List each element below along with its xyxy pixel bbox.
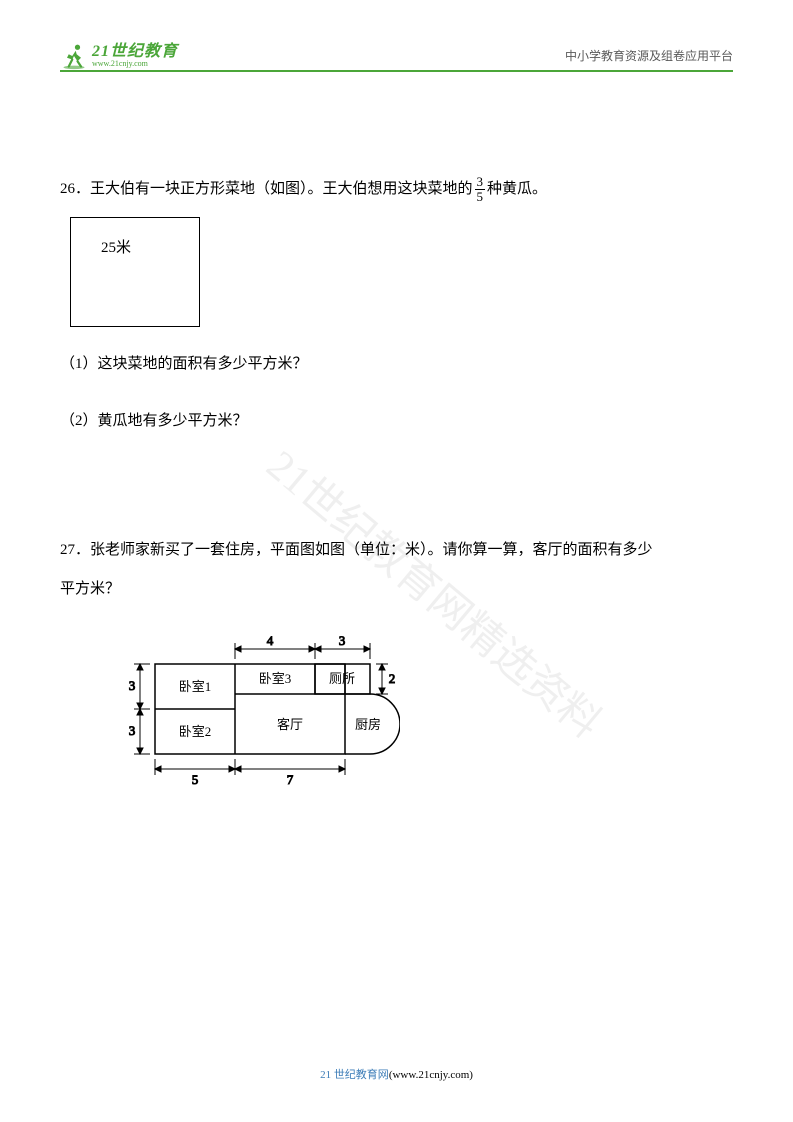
logo-sub-text: www.21cnjy.com	[92, 60, 178, 68]
floor-plan: 4 3 3	[120, 629, 400, 809]
q26-text1: 王大伯有一块正方形菜地（如图）。王大伯想用这块菜地的	[90, 181, 473, 197]
q26-number: 26．	[60, 181, 90, 197]
dim-top-3: 3	[339, 633, 346, 648]
problem-26-text: 26．王大伯有一块正方形菜地（如图）。王大伯想用这块菜地的35种黄瓜。	[60, 170, 733, 209]
q26-sub1: （1）这块菜地的面积有多少平方米？	[60, 345, 733, 384]
q26-fraction: 35	[475, 175, 486, 205]
runner-icon	[60, 42, 88, 70]
q26-text2: 种黄瓜。	[487, 181, 547, 197]
square-label: 25米	[101, 236, 131, 257]
fraction-den: 5	[475, 190, 486, 204]
q27-line1: 张老师家新买了一套住房，平面图如图（单位：米）。请你算一算，客厅的面积有多少	[90, 542, 653, 558]
label-bedroom3: 卧室3	[259, 671, 292, 686]
dim-bottom-7: 7	[287, 772, 294, 787]
q26-sub2: （2）黄瓜地有多少平方米？	[60, 402, 733, 441]
dim-right-2: 2	[389, 671, 396, 686]
footer-black: (www.21cnjy.com)	[389, 1069, 473, 1081]
page-content: 26．王大伯有一块正方形菜地（如图）。王大伯想用这块菜地的35种黄瓜。 25米 …	[60, 170, 733, 839]
problem-26: 26．王大伯有一块正方形菜地（如图）。王大伯想用这块菜地的35种黄瓜。 25米 …	[60, 170, 733, 441]
label-bedroom1: 卧室1	[179, 679, 212, 694]
header-tagline: 中小学教育资源及组卷应用平台	[565, 47, 733, 70]
logo: 21世纪教育 www.21cnjy.com	[60, 42, 178, 70]
dim-bottom-5: 5	[192, 772, 199, 787]
label-bedroom2: 卧室2	[179, 724, 212, 739]
problem-27: 27．张老师家新买了一套住房，平面图如图（单位：米）。请你算一算，客厅的面积有多…	[60, 531, 733, 809]
label-toilet: 厕所	[329, 671, 355, 686]
fraction-num: 3	[475, 175, 486, 190]
dim-left-top: 3	[129, 678, 136, 693]
page-header: 21世纪教育 www.21cnjy.com 中小学教育资源及组卷应用平台	[60, 38, 733, 72]
footer-blue: 21 世纪教育网	[320, 1069, 389, 1081]
square-diagram: 25米	[70, 217, 200, 327]
q27-line2: 平方米？	[60, 570, 733, 609]
dim-left-bottom: 3	[129, 723, 136, 738]
problem-27-text: 27．张老师家新买了一套住房，平面图如图（单位：米）。请你算一算，客厅的面积有多…	[60, 531, 733, 570]
page-footer: 21 世纪教育网(www.21cnjy.com)	[0, 1066, 793, 1082]
logo-text-block: 21世纪教育 www.21cnjy.com	[92, 44, 178, 68]
label-living: 客厅	[277, 717, 303, 732]
logo-main-text: 21世纪教育	[92, 44, 178, 60]
label-kitchen: 厨房	[355, 717, 381, 732]
dim-top-4: 4	[267, 633, 274, 648]
q27-number: 27．	[60, 542, 90, 558]
